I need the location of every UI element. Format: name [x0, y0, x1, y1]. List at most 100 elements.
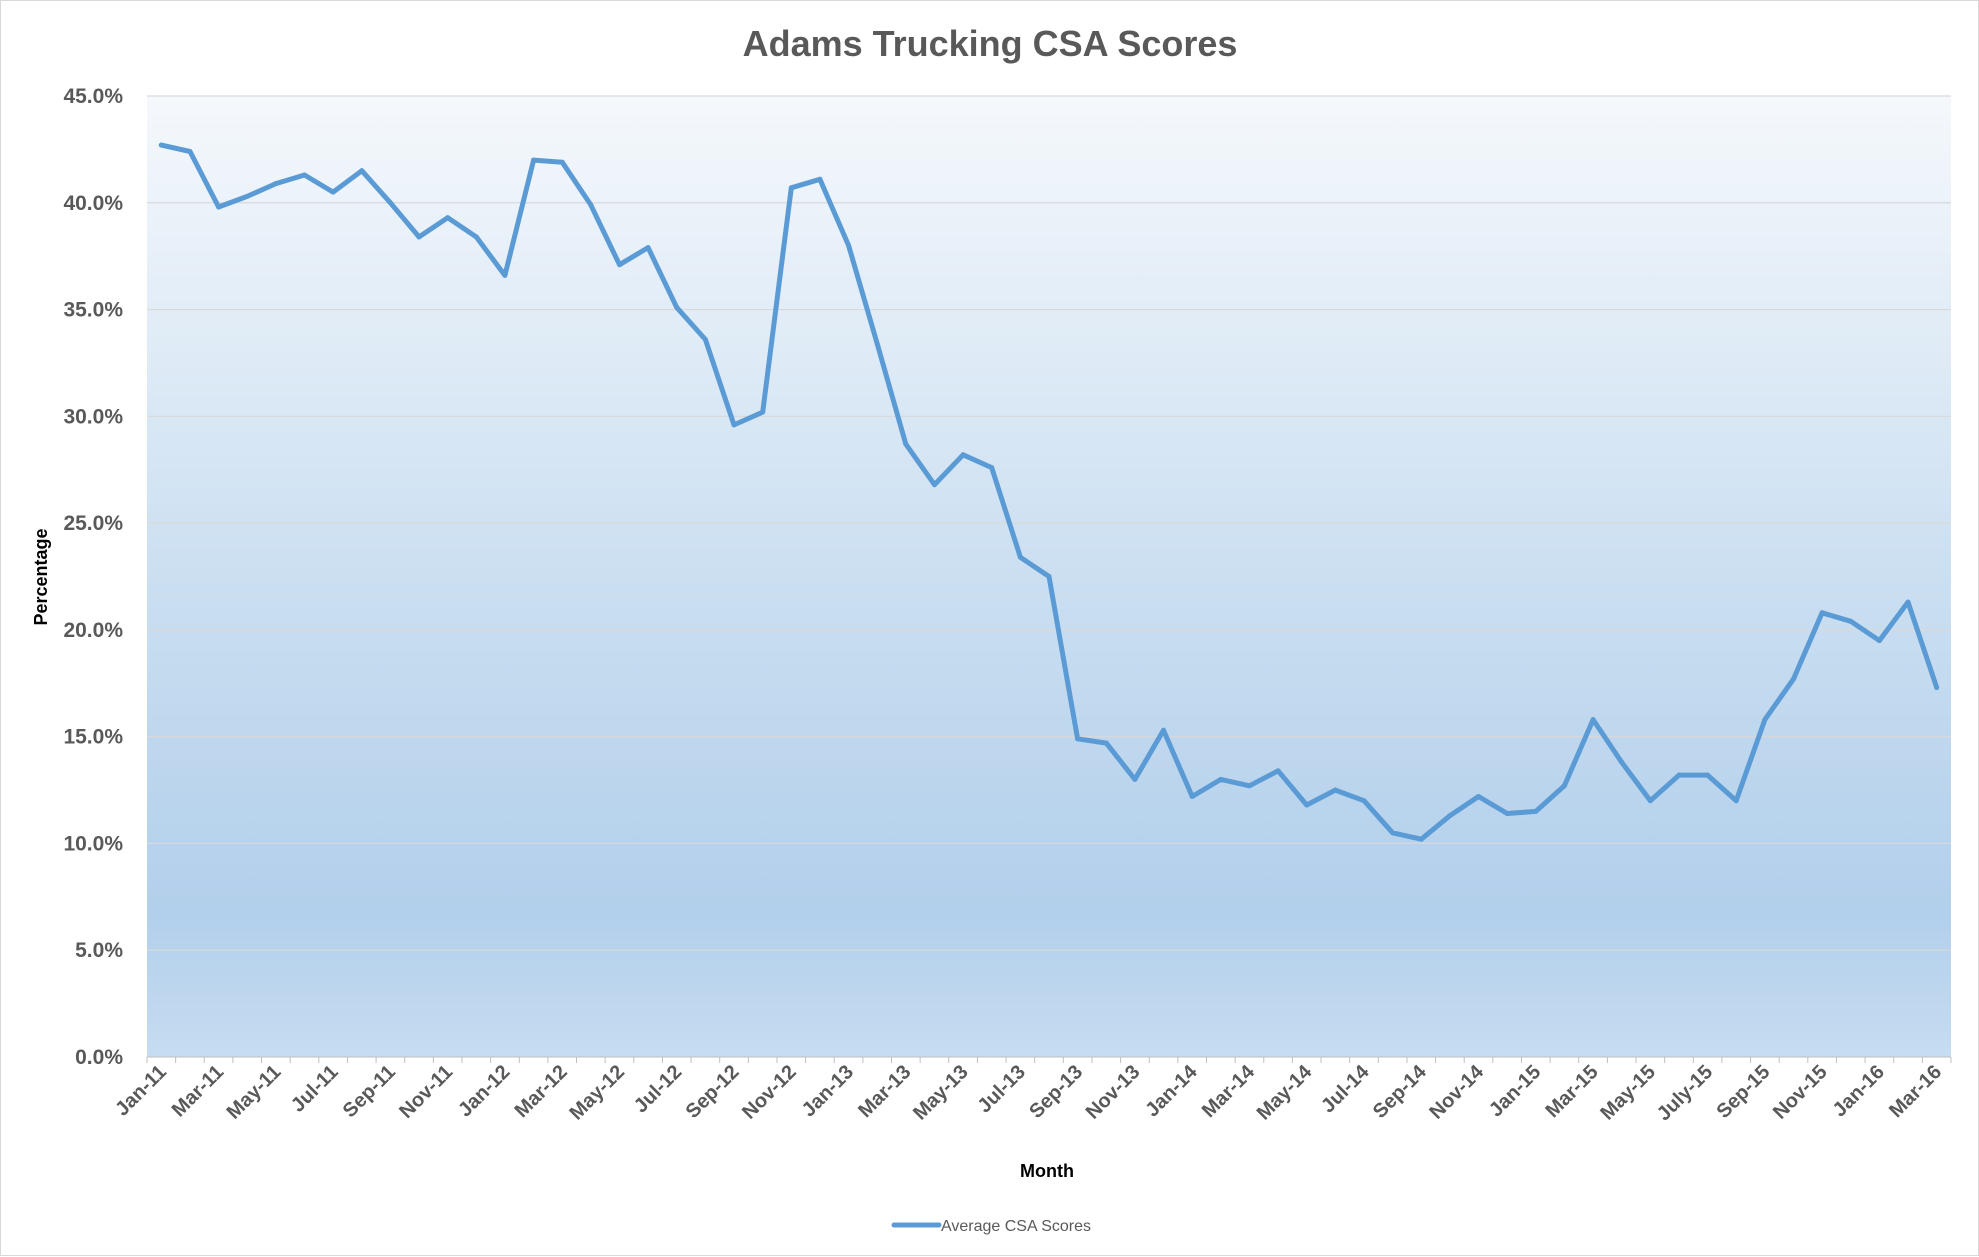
x-tick-label: Jul-14 [1317, 1060, 1374, 1117]
y-tick-label: 15.0% [63, 726, 123, 749]
x-tick-label: Sep-15 [1712, 1061, 1774, 1123]
x-tick-label: Mar-14 [1198, 1060, 1260, 1122]
x-tick-label: Jul-13 [973, 1061, 1029, 1117]
x-tick-label: May-14 [1253, 1060, 1317, 1124]
x-tick-label: May-15 [1596, 1061, 1660, 1125]
y-tick-label: 0.0% [75, 1046, 123, 1069]
data-point [416, 234, 422, 240]
data-point [1905, 599, 1911, 605]
x-tick-label: Mar-15 [1541, 1061, 1602, 1122]
data-point [1533, 808, 1539, 814]
x-tick-label: Jan-14 [1141, 1060, 1202, 1121]
x-tick-label: Mar-12 [511, 1061, 572, 1122]
data-point [1676, 772, 1682, 778]
data-point [1275, 768, 1281, 774]
x-tick-label: Mar-11 [168, 1061, 228, 1121]
data-point [702, 336, 708, 342]
data-point [1476, 793, 1482, 799]
data-point [1590, 717, 1596, 723]
data-point [1934, 685, 1940, 691]
data-point [187, 149, 193, 155]
x-tick-label: Mar-16 [1885, 1061, 1946, 1122]
data-point [1132, 776, 1138, 782]
legend-label-average-csa-scores: Average CSA Scores [941, 1218, 1091, 1235]
data-point [1619, 759, 1625, 765]
data-point [1017, 554, 1023, 560]
data-point [1848, 618, 1854, 624]
series-lines [158, 142, 1940, 842]
data-point [1075, 736, 1081, 742]
data-point [846, 242, 852, 248]
data-point [502, 272, 508, 278]
data-point [330, 189, 336, 195]
x-axis-tick-marks [146, 1057, 1952, 1063]
x-tick-label: Jan-15 [1485, 1061, 1545, 1121]
y-tick-label: 40.0% [63, 192, 123, 215]
data-point [1561, 783, 1567, 789]
data-point [1390, 830, 1396, 836]
data-point [674, 304, 680, 310]
data-point [1705, 772, 1711, 778]
data-point [1046, 574, 1052, 579]
x-tick-label: Jan-16 [1829, 1061, 1889, 1121]
data-point [301, 172, 307, 178]
x-tick-label: Jul-12 [630, 1061, 686, 1117]
data-point [1246, 783, 1252, 789]
data-point [1304, 802, 1310, 808]
y-axis-tick-labels: 0.0% 5.0% 10.0% 15.0% 20.0% 25.0% 30.0% 35.0% 40… [63, 85, 123, 1069]
data-point [158, 142, 164, 148]
x-tick-label: Jul-11 [287, 1061, 343, 1117]
x-tick-label: Sep-14 [1369, 1060, 1432, 1123]
gridlines [147, 95, 1951, 951]
x-tick-label: Jan-13 [798, 1061, 858, 1121]
x-tick-label: Sep-11 [339, 1061, 400, 1122]
y-tick-label: 45.0% [63, 85, 123, 108]
y-tick-label: 10.0% [63, 832, 123, 855]
x-axis-title: Month [1020, 1161, 1074, 1181]
x-tick-label: Jan-11 [111, 1061, 171, 1121]
data-point [788, 185, 794, 191]
y-tick-label: 35.0% [63, 299, 123, 322]
x-tick-label: Mar-13 [854, 1061, 915, 1122]
data-point [359, 168, 365, 174]
x-tick-label: May-12 [566, 1061, 630, 1125]
data-point [903, 441, 909, 447]
data-point [1504, 811, 1510, 817]
x-tick-label: Nov-13 [1082, 1061, 1145, 1124]
y-axis-title: Percentage [31, 528, 51, 625]
data-point [817, 176, 823, 182]
data-point [273, 181, 279, 187]
data-point [1819, 610, 1825, 616]
data-point [874, 341, 880, 347]
x-tick-label: Nov-15 [1769, 1061, 1832, 1124]
data-point [1733, 798, 1739, 804]
data-point [616, 262, 622, 268]
data-point [216, 204, 222, 210]
data-point [244, 193, 250, 199]
data-point [931, 482, 937, 488]
data-point [1332, 787, 1338, 793]
data-point [1447, 813, 1453, 819]
data-point [960, 452, 966, 458]
x-tick-label: May-13 [909, 1061, 973, 1125]
x-tick-label: July-15 [1653, 1061, 1717, 1125]
x-tick-label: Jan-12 [454, 1061, 514, 1121]
chart-title: Adams Trucking CSA Scores [743, 23, 1238, 64]
data-point [731, 422, 737, 428]
x-tick-label: May-11 [223, 1061, 286, 1124]
data-point [1876, 638, 1882, 644]
data-point [1762, 717, 1768, 723]
y-tick-label: 20.0% [63, 619, 123, 642]
data-point [1189, 793, 1195, 799]
data-point [445, 215, 451, 221]
y-tick-label: 5.0% [75, 939, 123, 962]
data-point [1361, 798, 1367, 804]
x-tick-label: Nov-11 [395, 1061, 457, 1123]
data-point [760, 409, 766, 415]
x-tick-label: Nov-14 [1425, 1060, 1488, 1123]
data-point [989, 465, 995, 471]
y-tick-label: 25.0% [63, 512, 123, 535]
data-point [531, 157, 537, 163]
y-tick-label: 30.0% [63, 405, 123, 428]
